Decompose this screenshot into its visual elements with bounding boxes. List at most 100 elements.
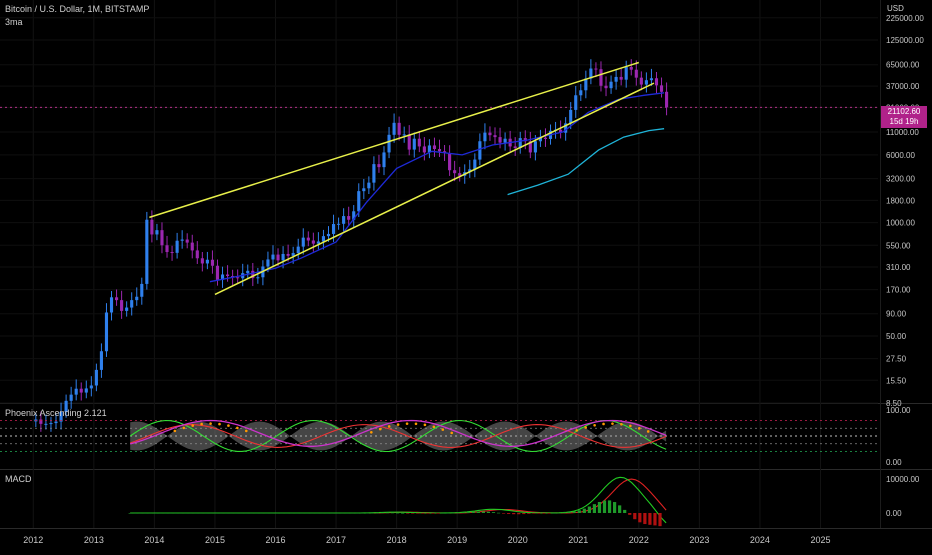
candle-body <box>473 159 477 170</box>
macd-histogram-bar <box>163 513 168 514</box>
candle-body <box>342 216 346 224</box>
macd-histogram-bar <box>628 513 632 515</box>
candle-body <box>347 216 351 220</box>
macd-histogram-bar <box>562 512 566 514</box>
moving-average-line <box>507 128 665 196</box>
candle-body <box>306 237 310 241</box>
candle-body <box>357 191 361 212</box>
candle-body <box>44 423 48 425</box>
macd-histogram-bar <box>305 513 309 514</box>
phoenix-signal-dot <box>218 422 221 426</box>
candle-body <box>64 400 68 413</box>
y-tick-label: 6000.00 <box>886 151 915 160</box>
moving-average-line <box>209 92 665 283</box>
candle-body <box>331 224 336 234</box>
macd-histogram-bar <box>476 511 480 513</box>
macd-histogram-bar <box>143 513 147 514</box>
candle-body <box>109 297 114 313</box>
candle-body <box>569 109 573 124</box>
macd-histogram-bar <box>597 501 602 513</box>
phoenix-signal-dot <box>209 422 212 425</box>
macd-histogram-bar <box>174 513 178 514</box>
candle-body <box>296 246 300 254</box>
phoenix-y-tick-label: 100.00 <box>886 406 911 415</box>
phoenix-signal-dot <box>423 423 427 427</box>
macd-histogram-bar <box>547 513 551 514</box>
candle-body <box>145 219 149 284</box>
macd-histogram-bar <box>411 513 415 514</box>
macd-histogram-bar <box>340 512 344 514</box>
macd-histogram-bar <box>491 512 496 513</box>
phoenix-signal-dot <box>370 430 373 434</box>
phoenix-signal-dot <box>414 422 418 426</box>
macd-histogram-bar <box>128 513 132 514</box>
candle-body <box>609 81 613 89</box>
phoenix-signal-dot <box>200 422 203 426</box>
x-tick-label: 2024 <box>750 535 770 545</box>
macd-histogram-bar <box>219 513 223 514</box>
candle-body <box>195 250 199 259</box>
candle-body <box>180 239 184 241</box>
macd-histogram-bar <box>486 511 491 513</box>
candle-body <box>84 388 88 393</box>
candle-body <box>422 146 426 153</box>
macd-histogram-bar <box>643 513 647 525</box>
macd-histogram-bar <box>496 512 501 514</box>
candle-body <box>311 240 315 244</box>
price-tag: 21102.60 15d 19h <box>881 106 927 128</box>
candle-body <box>271 254 275 260</box>
phoenix-magenta-line <box>130 419 667 447</box>
candle-body <box>478 141 482 160</box>
macd-histogram-bar <box>406 513 410 514</box>
macd-histogram-bar <box>638 513 642 523</box>
macd-histogram-bar <box>613 502 617 513</box>
x-tick-label: 2023 <box>689 535 709 545</box>
candle-body <box>276 254 280 261</box>
macd-y-tick-label: 10000.00 <box>886 475 920 484</box>
candle-body <box>39 419 43 424</box>
candle-body <box>155 230 159 235</box>
candle-body <box>498 137 502 143</box>
macd-histogram-bar <box>274 513 279 514</box>
candle-body <box>412 138 416 150</box>
macd-histogram-bar <box>249 513 253 514</box>
candle-body <box>256 277 260 279</box>
candle-body <box>513 146 517 148</box>
phoenix-signal-dot <box>432 425 436 429</box>
candle-body <box>165 245 169 253</box>
candle-body <box>614 76 618 82</box>
y-tick-label: 15.50 <box>886 376 907 385</box>
macd-histogram-bar <box>385 512 390 514</box>
macd-histogram-bar <box>451 512 455 514</box>
candle-body <box>453 170 457 174</box>
macd-histogram-bar <box>390 512 395 514</box>
macd-histogram-bar <box>254 513 258 514</box>
candle-body <box>175 240 179 253</box>
candle-body <box>352 211 356 220</box>
macd-histogram-bar <box>370 512 374 514</box>
y-tick-label: 3200.00 <box>886 175 915 184</box>
macd-histogram-bar <box>300 513 304 514</box>
macd-histogram-bar <box>335 512 339 514</box>
macd-histogram-bar <box>189 513 193 514</box>
macd-pane-title: MACD <box>5 474 32 484</box>
candle-body <box>665 91 669 108</box>
phoenix-signal-dot <box>620 422 623 426</box>
macd-histogram-bar <box>345 512 349 514</box>
macd-histogram-bar <box>577 510 581 513</box>
phoenix-signal-dot <box>611 422 614 425</box>
candle-body <box>538 137 542 142</box>
candle-body <box>69 394 73 401</box>
candle-body <box>417 138 421 147</box>
candle-body <box>458 173 462 176</box>
candle-body <box>629 66 633 70</box>
phoenix-signal-dot <box>584 426 587 429</box>
candle-body <box>74 388 78 395</box>
macd-histogram-bar <box>375 512 380 514</box>
macd-histogram-bar <box>648 513 652 525</box>
macd-histogram-bar <box>199 513 203 514</box>
y-tick-label: 170.00 <box>886 286 911 295</box>
candle-body <box>604 85 608 89</box>
macd-histogram-bar <box>512 513 516 515</box>
